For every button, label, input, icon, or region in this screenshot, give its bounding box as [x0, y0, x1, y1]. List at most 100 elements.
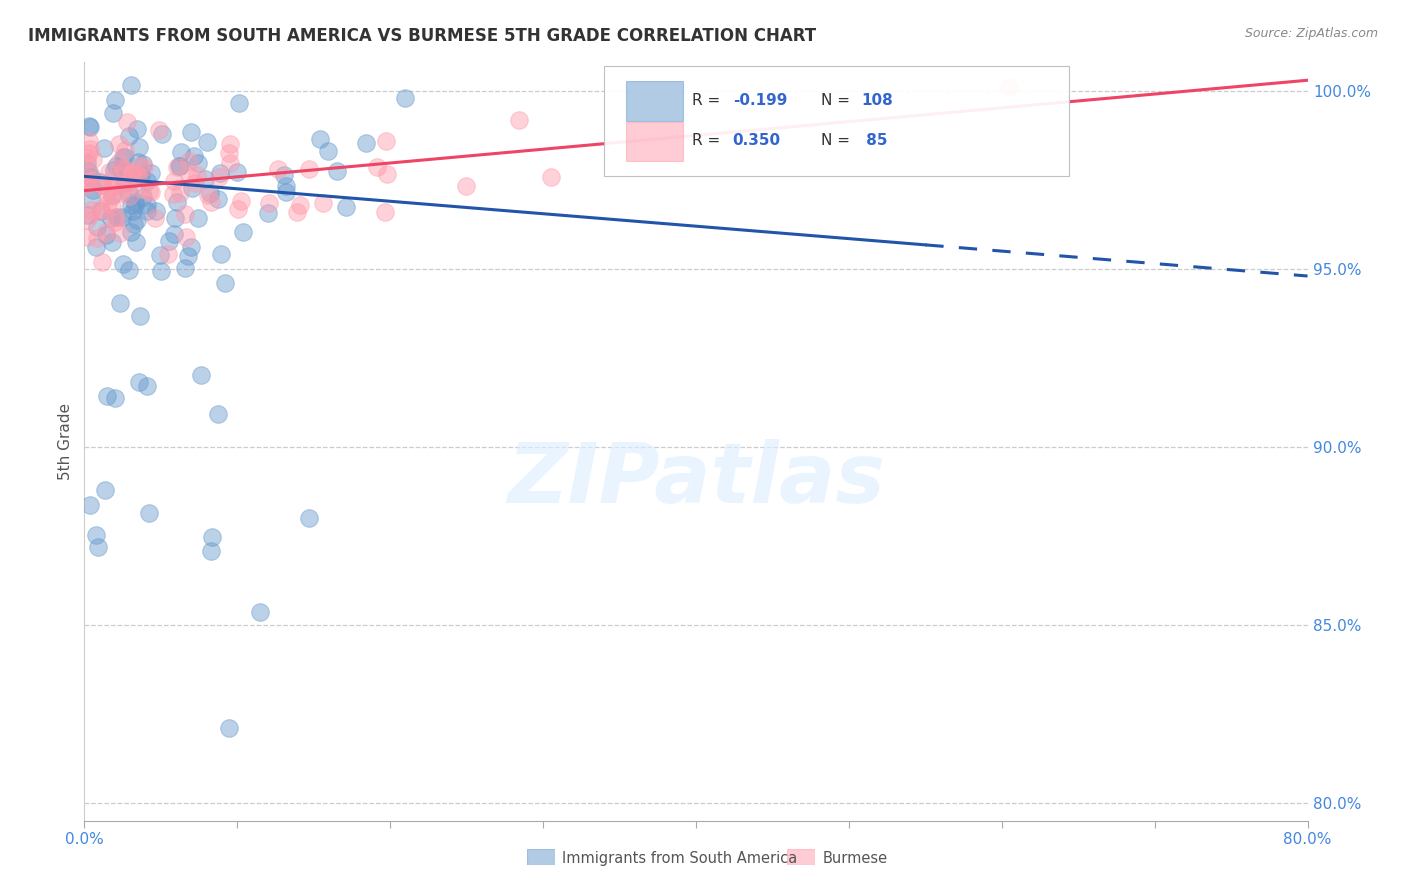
- Point: [131, 181, 153, 195]
- Point: [76, 164, 98, 178]
- Point: [143, 211, 166, 226]
- Point: [76, 152, 98, 166]
- Point: [105, 159, 128, 173]
- Point: [187, 155, 209, 169]
- Point: [138, 184, 160, 198]
- Text: 0.350: 0.350: [733, 133, 780, 148]
- Point: [76, 213, 98, 227]
- Point: [104, 391, 127, 405]
- Point: [82, 183, 104, 197]
- Point: [394, 91, 416, 105]
- Point: [125, 122, 148, 136]
- Point: [90, 178, 112, 192]
- Point: [218, 145, 240, 160]
- Point: [186, 169, 208, 183]
- Point: [120, 197, 142, 211]
- Point: [118, 263, 141, 277]
- Point: [267, 162, 290, 177]
- Point: [135, 379, 157, 393]
- Point: [101, 189, 124, 203]
- Point: [207, 407, 229, 421]
- Point: [162, 187, 184, 202]
- Point: [101, 179, 124, 194]
- Point: [139, 185, 162, 199]
- Point: [120, 78, 142, 92]
- Point: [79, 166, 101, 180]
- Point: [77, 134, 100, 148]
- Point: [179, 168, 201, 182]
- Point: [77, 119, 100, 133]
- Point: [124, 217, 146, 231]
- Point: [163, 174, 186, 188]
- Point: [134, 160, 156, 174]
- Point: [226, 202, 249, 216]
- Point: [115, 115, 138, 129]
- Point: [166, 194, 188, 209]
- Point: [118, 186, 141, 200]
- Point: [273, 169, 295, 183]
- Point: [108, 226, 131, 240]
- Point: [101, 171, 124, 186]
- Point: [79, 120, 101, 134]
- Point: [96, 389, 118, 403]
- Point: [228, 95, 250, 110]
- Point: [90, 203, 112, 218]
- Point: [94, 226, 117, 240]
- Point: [76, 169, 98, 184]
- Point: [127, 169, 149, 183]
- Point: [125, 167, 148, 181]
- Point: [89, 175, 111, 189]
- Point: [114, 161, 136, 176]
- Point: [104, 215, 127, 229]
- Point: [100, 235, 122, 249]
- FancyBboxPatch shape: [626, 121, 682, 161]
- Point: [107, 155, 129, 169]
- Point: [135, 198, 157, 212]
- Point: [318, 144, 340, 158]
- Point: [257, 206, 280, 220]
- Text: R =: R =: [692, 133, 725, 148]
- Point: [96, 228, 118, 243]
- Point: [177, 153, 200, 168]
- Point: [214, 276, 236, 290]
- Point: [169, 159, 191, 173]
- Point: [90, 203, 112, 218]
- Point: [325, 163, 347, 178]
- Point: [375, 168, 398, 182]
- Point: [128, 375, 150, 389]
- Point: [110, 162, 132, 177]
- Point: [508, 113, 530, 128]
- Point: [181, 180, 204, 194]
- Point: [354, 136, 377, 151]
- Point: [232, 225, 254, 239]
- Point: [183, 149, 205, 163]
- Point: [76, 230, 98, 244]
- Point: [274, 185, 297, 199]
- Point: [84, 239, 107, 253]
- Point: [135, 174, 157, 188]
- Point: [173, 260, 195, 275]
- Point: [135, 204, 157, 219]
- Point: [187, 211, 209, 225]
- Point: [86, 231, 108, 245]
- Point: [141, 166, 163, 180]
- Point: [79, 142, 101, 156]
- Point: [193, 172, 215, 186]
- Point: [87, 540, 110, 554]
- Point: [207, 192, 229, 206]
- FancyBboxPatch shape: [605, 66, 1069, 177]
- Point: [120, 166, 142, 180]
- Point: [285, 204, 308, 219]
- Point: [366, 160, 388, 174]
- Point: [311, 196, 333, 211]
- Point: [114, 143, 136, 157]
- Point: [118, 189, 141, 203]
- Point: [163, 211, 186, 226]
- Text: ZIPatlas: ZIPatlas: [508, 439, 884, 520]
- Point: [118, 128, 141, 143]
- Point: [540, 170, 562, 185]
- Point: [145, 203, 167, 218]
- Text: Immigrants from South America: Immigrants from South America: [562, 851, 797, 865]
- Point: [148, 123, 170, 137]
- Point: [124, 194, 146, 209]
